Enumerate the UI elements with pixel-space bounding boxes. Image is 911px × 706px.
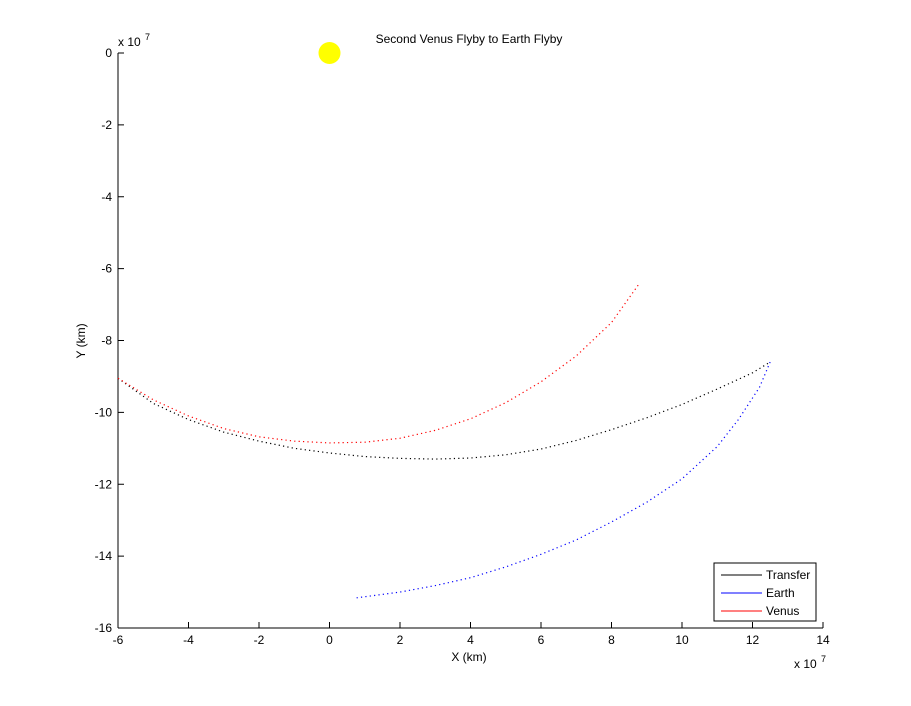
- y-tick-label: -8: [101, 334, 112, 348]
- y-ticks: 0 -2 -4 -6 -8 -10 -12 -14 -16: [95, 46, 124, 635]
- chart-title: Second Venus Flyby to Earth Flyby: [376, 32, 563, 46]
- y-tick-label: -12: [95, 477, 113, 491]
- y-axis-label: Y (km): [74, 323, 88, 358]
- y-tick-label: 0: [105, 46, 112, 60]
- x-tick-label: -2: [254, 633, 265, 647]
- legend-label-transfer: Transfer: [766, 568, 810, 582]
- x-tick-label: 6: [538, 633, 545, 647]
- legend-label-earth: Earth: [766, 586, 795, 600]
- x-tick-label: 8: [608, 633, 615, 647]
- x-axis-label: X (km): [451, 650, 486, 664]
- y-exponent-power: 7: [145, 32, 150, 42]
- y-exponent-base: x 10: [118, 35, 141, 49]
- legend-label-venus: Venus: [766, 604, 799, 618]
- series-earth-line: [354, 361, 771, 599]
- x-tick-label: 0: [326, 633, 333, 647]
- y-tick-label: -2: [101, 118, 112, 132]
- y-tick-label: -14: [95, 549, 113, 563]
- x-tick-label: 4: [467, 633, 474, 647]
- series-transfer-line: [117, 361, 771, 460]
- x-tick-label: 10: [675, 633, 689, 647]
- series-venus-line: [117, 282, 641, 444]
- x-tick-label: -4: [183, 633, 194, 647]
- y-tick-label: -16: [95, 621, 113, 635]
- y-tick-label: -4: [101, 190, 112, 204]
- x-ticks: -6 -4 -2 0 2 4 6 8 10 12 14: [113, 622, 830, 647]
- x-tick-label: 2: [397, 633, 404, 647]
- series-layer: [117, 282, 771, 599]
- x-exponent: x 10 7: [794, 654, 826, 671]
- x-exponent-power: 7: [821, 654, 826, 664]
- plot-area: [117, 42, 823, 629]
- y-exponent: x 10 7: [118, 32, 150, 49]
- x-tick-label: 12: [746, 633, 760, 647]
- x-tick-label: -6: [113, 633, 124, 647]
- sun-marker: [318, 42, 341, 64]
- legend: Transfer Earth Venus: [713, 562, 817, 622]
- y-tick-label: -10: [95, 405, 113, 419]
- x-exponent-base: x 10: [794, 657, 817, 671]
- x-tick-label: 14: [816, 633, 830, 647]
- y-tick-label: -6: [101, 262, 112, 276]
